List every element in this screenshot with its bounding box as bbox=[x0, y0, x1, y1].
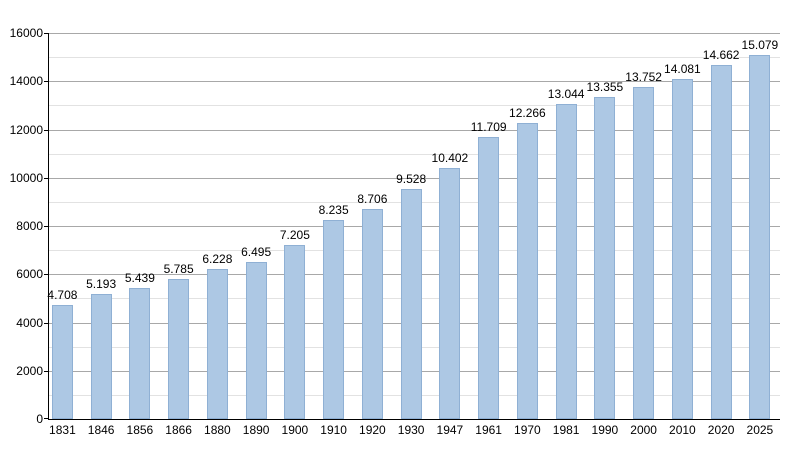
y-axis-tick-mark bbox=[44, 81, 48, 83]
bar-value-label: 5.439 bbox=[124, 270, 155, 285]
y-axis-tick-label: 12000 bbox=[9, 122, 43, 137]
y-axis-tick-mark bbox=[44, 370, 48, 372]
bar bbox=[671, 79, 693, 419]
major-gridline bbox=[49, 81, 780, 83]
bar-value-label: 5.785 bbox=[163, 262, 194, 277]
x-axis-tick-label: 1856 bbox=[126, 423, 154, 437]
bar bbox=[284, 245, 306, 419]
bar bbox=[129, 287, 151, 419]
bar-value-label: 8.235 bbox=[318, 203, 349, 218]
bar bbox=[51, 305, 73, 419]
x-axis-tick-label: 1930 bbox=[397, 423, 425, 437]
bar bbox=[439, 168, 461, 419]
bar-value-label: 6.228 bbox=[202, 251, 233, 266]
bar-value-label: 5.193 bbox=[86, 276, 117, 291]
minor-gridline bbox=[49, 105, 780, 107]
x-axis-tick-label: 1947 bbox=[436, 423, 464, 437]
y-axis-tick-mark bbox=[44, 322, 48, 324]
bar-value-label: 8.706 bbox=[357, 191, 388, 206]
x-axis-tick-label: 1866 bbox=[165, 423, 192, 437]
x-axis-tick-label: 2000 bbox=[630, 423, 657, 437]
bar-value-label: 13.044 bbox=[547, 87, 585, 102]
x-axis-tick-label: 1846 bbox=[87, 423, 115, 437]
bar-value-label: 14.081 bbox=[664, 62, 701, 77]
bar-value-label: 15.079 bbox=[741, 38, 779, 53]
bar-value-label: 7.205 bbox=[279, 228, 310, 243]
major-gridline bbox=[49, 129, 780, 131]
y-axis-tick-label: 8000 bbox=[16, 219, 43, 233]
y-axis-tick-mark bbox=[44, 418, 48, 419]
x-axis-tick-label: 1880 bbox=[204, 423, 231, 437]
bar bbox=[516, 123, 538, 419]
minor-gridline bbox=[49, 153, 780, 155]
x-axis-tick-label: 1831 bbox=[49, 423, 76, 437]
y-axis-tick-mark bbox=[44, 177, 48, 179]
bar bbox=[710, 65, 732, 419]
x-axis-tick-label: 1981 bbox=[552, 423, 580, 437]
bar bbox=[168, 279, 190, 419]
y-axis-tick-label: 14000 bbox=[9, 74, 43, 89]
bar bbox=[400, 189, 422, 419]
y-axis-tick-label: 10000 bbox=[9, 170, 43, 185]
bar-value-label: 14.662 bbox=[702, 48, 740, 63]
bar bbox=[594, 96, 616, 419]
bar bbox=[555, 104, 577, 419]
x-axis-tick-label: 2010 bbox=[669, 423, 696, 437]
y-axis-tick-label: 16000 bbox=[9, 26, 43, 40]
bar bbox=[361, 208, 383, 419]
y-axis-tick-mark bbox=[44, 33, 48, 34]
x-axis-tick-label: 1910 bbox=[320, 423, 347, 437]
y-axis-tick-mark bbox=[44, 226, 48, 227]
bar-value-label: 6.495 bbox=[241, 245, 272, 260]
minor-gridline bbox=[49, 57, 780, 59]
y-axis-tick-mark bbox=[44, 274, 48, 276]
x-axis-tick-label: 2025 bbox=[746, 423, 774, 437]
bar bbox=[633, 87, 655, 419]
x-axis-tick-label: 1920 bbox=[359, 423, 386, 437]
x-axis-tick-label: 1900 bbox=[281, 423, 309, 437]
y-axis-tick-label: 0 bbox=[36, 412, 43, 426]
y-axis-tick-label: 2000 bbox=[16, 363, 43, 378]
major-gridline bbox=[49, 177, 780, 179]
bar bbox=[90, 293, 112, 419]
bar bbox=[206, 268, 228, 419]
x-axis-tick-label: 1970 bbox=[514, 423, 541, 437]
x-axis-tick-label: 1961 bbox=[475, 423, 502, 437]
major-gridline bbox=[49, 33, 780, 34]
y-axis-tick-mark bbox=[44, 129, 48, 131]
bar-value-label: 11.709 bbox=[470, 119, 507, 134]
x-axis-tick-label: 1990 bbox=[591, 423, 619, 437]
x-axis-tick-label: 2020 bbox=[707, 423, 735, 437]
bar-value-label: 4.708 bbox=[47, 288, 78, 303]
bar-value-label: 10.402 bbox=[431, 151, 469, 166]
plot-area: 0 2000 4000 6000 8000 10000 12000 14000 16000 4.7… bbox=[10, 27, 780, 437]
bar bbox=[749, 55, 771, 419]
bar bbox=[478, 136, 500, 419]
bar bbox=[245, 262, 267, 419]
y-axis-tick-label: 6000 bbox=[16, 267, 43, 282]
x-axis-tick-label: 1890 bbox=[242, 423, 270, 437]
bar-value-label: 12.266 bbox=[509, 106, 546, 121]
bar bbox=[323, 220, 345, 419]
bar-value-label: 13.752 bbox=[625, 70, 662, 85]
y-axis-tick-label: 4000 bbox=[16, 315, 43, 330]
bar-value-label: 9.528 bbox=[396, 172, 427, 187]
bar-value-label: 13.355 bbox=[586, 79, 624, 94]
